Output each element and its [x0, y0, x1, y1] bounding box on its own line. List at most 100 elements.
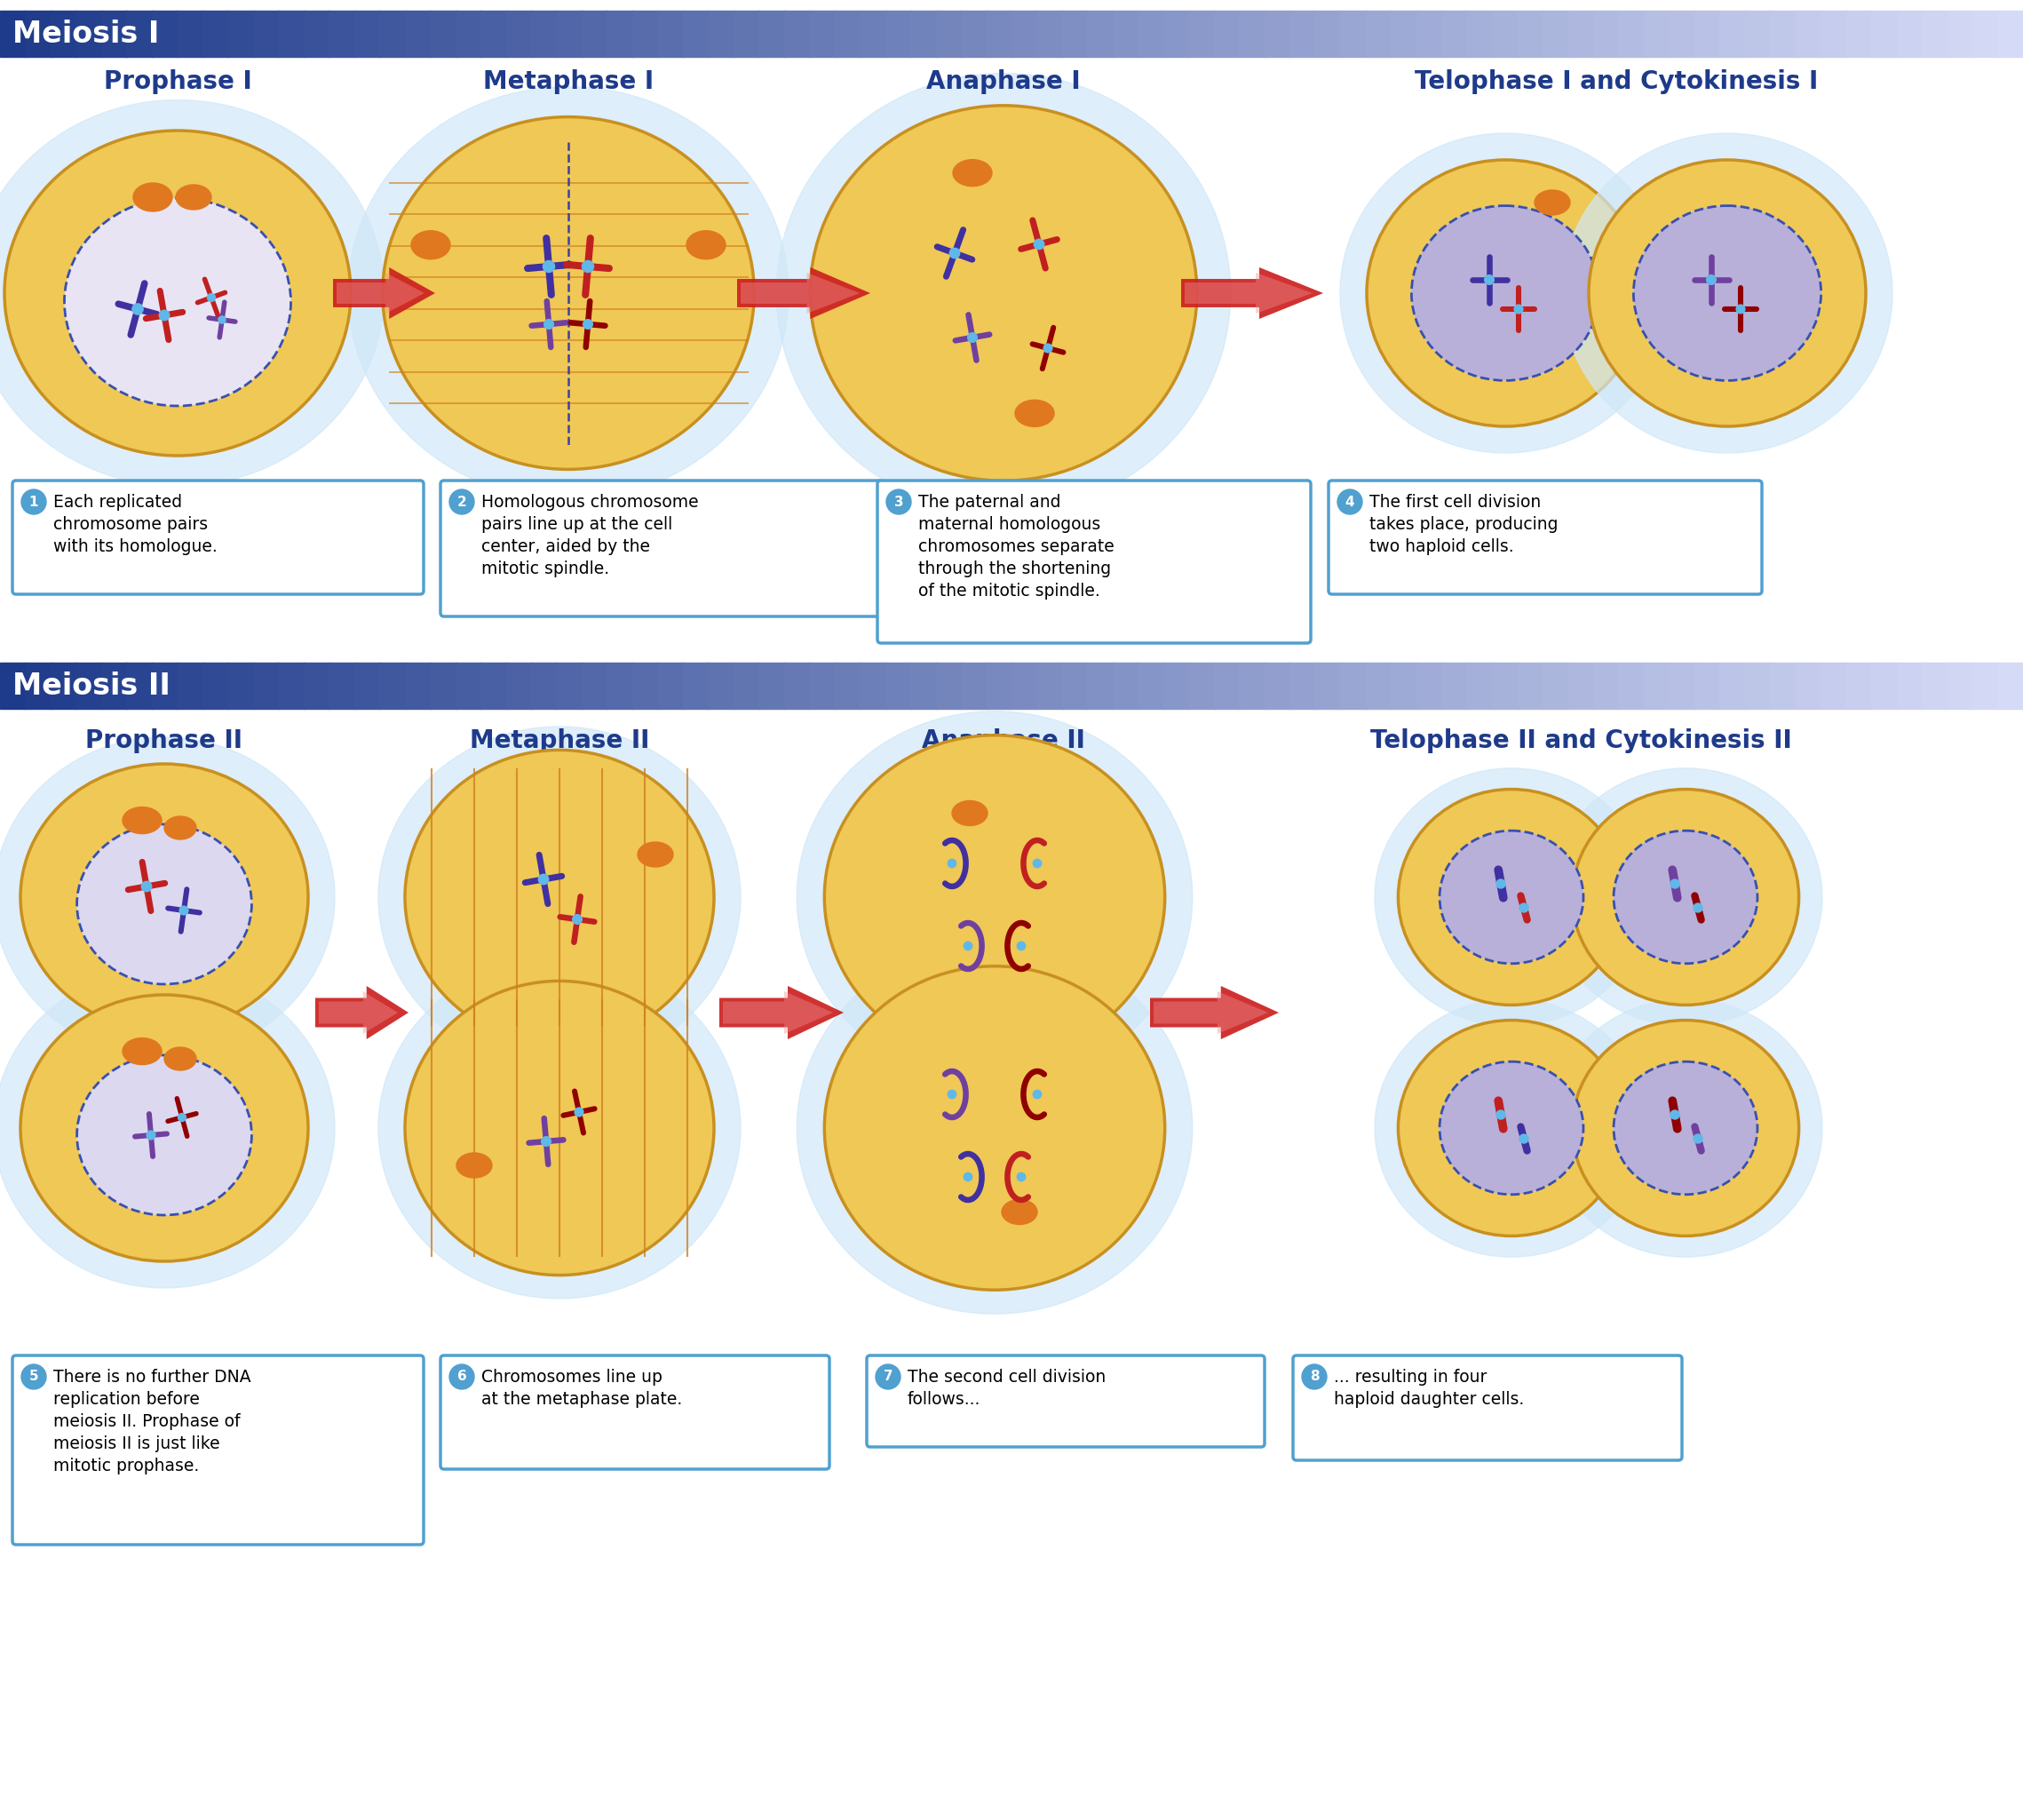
Bar [732, 11, 759, 56]
Bar [1999, 662, 2023, 708]
Bar [303, 662, 330, 708]
Bar [1821, 662, 1847, 708]
Bar [202, 662, 229, 708]
Circle shape [542, 1138, 550, 1147]
Bar [1493, 11, 1517, 56]
Bar [1392, 662, 1416, 708]
Circle shape [1034, 1090, 1042, 1099]
Circle shape [949, 859, 957, 868]
Bar [152, 662, 178, 708]
Ellipse shape [1440, 830, 1584, 963]
Polygon shape [740, 273, 860, 313]
Circle shape [449, 490, 473, 515]
Circle shape [178, 1114, 186, 1121]
Bar [101, 11, 127, 56]
Circle shape [876, 1365, 900, 1389]
Bar [1190, 11, 1214, 56]
Circle shape [1693, 903, 1703, 912]
Polygon shape [1185, 273, 1313, 313]
FancyBboxPatch shape [1329, 480, 1762, 595]
Circle shape [575, 1108, 583, 1116]
Bar [1339, 662, 1366, 708]
Bar [1088, 662, 1113, 708]
Text: 6: 6 [457, 1370, 467, 1383]
Circle shape [1337, 490, 1361, 515]
Ellipse shape [1633, 206, 1821, 380]
Circle shape [449, 1365, 473, 1389]
Bar [1744, 11, 1770, 56]
Bar [1898, 11, 1922, 56]
Bar [178, 662, 202, 708]
Bar [328, 11, 354, 56]
Ellipse shape [405, 750, 714, 1045]
Text: 3: 3 [894, 495, 904, 508]
Ellipse shape [457, 1152, 492, 1178]
Ellipse shape [378, 726, 740, 1068]
Circle shape [583, 320, 593, 329]
Bar [631, 662, 657, 708]
Circle shape [1497, 879, 1505, 888]
Bar [354, 662, 380, 708]
Ellipse shape [1412, 206, 1598, 380]
Bar [1946, 662, 1972, 708]
Bar [1568, 662, 1594, 708]
Bar [1594, 662, 1618, 708]
Bar [556, 11, 583, 56]
Circle shape [1018, 941, 1026, 950]
Circle shape [1485, 275, 1495, 284]
Bar [530, 11, 556, 56]
Bar [506, 11, 532, 56]
Circle shape [1018, 1172, 1026, 1181]
Circle shape [1497, 1110, 1505, 1119]
Text: Homologous chromosome
pairs line up at the cell
center, aided by the
mitotic spi: Homologous chromosome pairs line up at t… [481, 493, 698, 577]
Circle shape [1303, 1365, 1327, 1389]
Bar [910, 11, 937, 56]
Bar [1366, 11, 1392, 56]
Bar [1669, 11, 1695, 56]
Bar [886, 662, 910, 708]
Ellipse shape [382, 116, 755, 470]
Bar [253, 11, 279, 56]
Bar [1163, 11, 1190, 56]
Bar [759, 662, 785, 708]
Bar [684, 662, 708, 708]
Bar [101, 662, 127, 708]
Bar [987, 11, 1012, 56]
Bar [1999, 11, 2023, 56]
Ellipse shape [809, 106, 1198, 480]
Circle shape [142, 881, 152, 892]
Text: 4: 4 [1345, 495, 1355, 508]
Circle shape [1671, 879, 1679, 888]
Ellipse shape [20, 764, 307, 1030]
Bar [1291, 662, 1315, 708]
Bar [1440, 662, 1467, 708]
Circle shape [963, 1172, 973, 1181]
Bar [631, 11, 657, 56]
Ellipse shape [0, 100, 384, 486]
Text: 2: 2 [457, 495, 467, 508]
Bar [1695, 662, 1720, 708]
Ellipse shape [1572, 790, 1798, 1005]
Bar [405, 662, 431, 708]
Bar [1542, 11, 1568, 56]
Bar [785, 662, 809, 708]
Ellipse shape [123, 806, 162, 834]
Bar [1618, 662, 1645, 708]
Text: Telophase I and Cytokinesis I: Telophase I and Cytokinesis I [1414, 69, 1819, 95]
Circle shape [949, 248, 959, 258]
Ellipse shape [1001, 1199, 1038, 1225]
Ellipse shape [953, 801, 987, 826]
Ellipse shape [777, 73, 1230, 513]
Bar [1821, 11, 1847, 56]
FancyBboxPatch shape [12, 480, 423, 595]
Ellipse shape [164, 817, 196, 839]
Ellipse shape [20, 996, 307, 1261]
Bar [1467, 11, 1493, 56]
Bar [0, 11, 26, 56]
Bar [583, 662, 607, 708]
Polygon shape [736, 268, 870, 318]
Text: 1: 1 [28, 495, 38, 508]
Bar [1871, 662, 1898, 708]
Ellipse shape [953, 160, 991, 186]
Bar [1238, 11, 1264, 56]
